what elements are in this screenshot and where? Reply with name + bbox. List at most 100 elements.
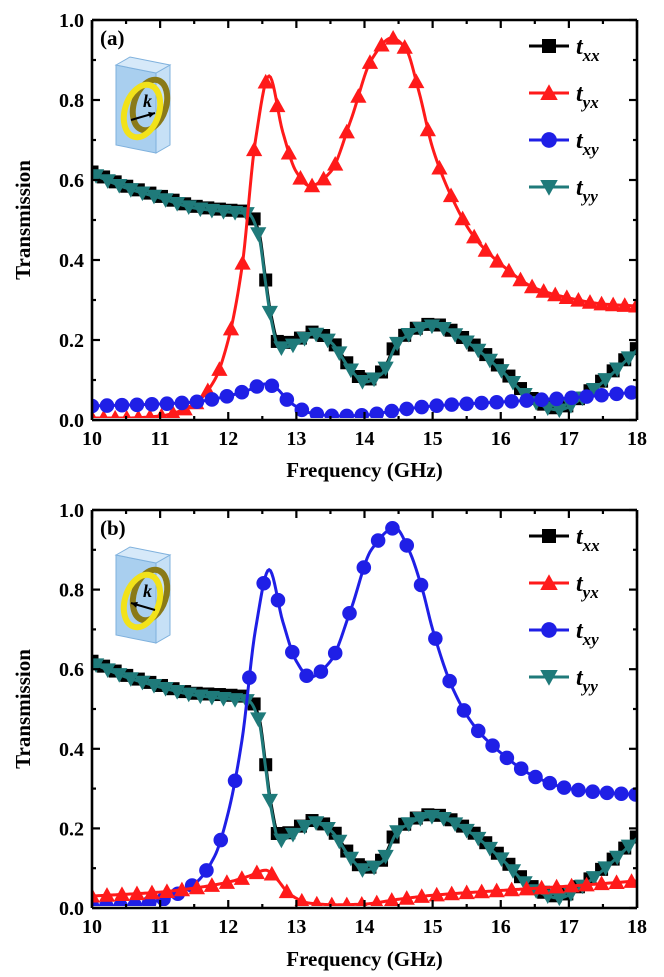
data-point-tyy xyxy=(551,403,568,418)
x-tick-label: 15 xyxy=(423,916,443,938)
data-point-tyx xyxy=(500,262,518,278)
x-tick-label: 16 xyxy=(491,428,511,450)
data-point-tyx xyxy=(133,409,144,418)
data-point-txy xyxy=(556,780,572,795)
data-point-tyx xyxy=(257,73,274,89)
panel-label: (b) xyxy=(100,516,126,540)
data-point-tyx xyxy=(384,30,402,45)
ring-resonator-icon: k xyxy=(114,546,172,644)
data-point-txy xyxy=(199,863,214,878)
data-point-tyx xyxy=(280,144,298,160)
data-point-tyy xyxy=(331,346,348,362)
data-point-tyy xyxy=(585,382,603,398)
data-point-txy xyxy=(624,385,637,400)
data-point-tyx xyxy=(373,36,390,52)
data-point-tyx xyxy=(489,252,506,268)
data-point-tyx xyxy=(326,896,338,906)
legend: txx tyx txy tyy xyxy=(529,524,600,696)
data-point-txy xyxy=(370,533,386,548)
data-point-tyx xyxy=(361,54,379,69)
data-point-txx xyxy=(629,342,637,356)
x-tick-label: 11 xyxy=(151,916,170,938)
x-tick-label: 17 xyxy=(559,916,579,938)
data-point-tyy xyxy=(192,202,209,218)
data-point-tyy xyxy=(389,825,406,840)
data-point-txy xyxy=(385,521,400,536)
data-point-txy xyxy=(342,605,357,621)
data-point-txy xyxy=(356,560,372,575)
data-point-tyx xyxy=(458,884,475,900)
data-point-tyx xyxy=(558,289,575,305)
data-point-tyy xyxy=(423,809,441,825)
data-point-tyx xyxy=(593,875,610,891)
data-point-tyy xyxy=(203,203,221,219)
legend: txx tyx txy tyy xyxy=(529,34,600,206)
data-point-txy xyxy=(144,397,160,412)
data-point-tyy xyxy=(354,375,371,390)
legend-label-tyx: tyx xyxy=(576,81,599,112)
data-point-tyx xyxy=(99,409,109,418)
data-point-txy xyxy=(339,408,355,418)
data-point-tyx xyxy=(533,879,550,895)
data-point-tyx xyxy=(442,187,460,203)
data-point-tyx xyxy=(581,294,599,309)
data-point-tyy xyxy=(458,823,475,839)
chart-panel-a: 10 11 12 13 14 15 16 17 18 0.0 0.2 0.4 0.6 0.8 1.0 Freq… xyxy=(11,10,647,482)
data-point-tyx xyxy=(165,405,181,418)
data-point-tyy xyxy=(597,861,614,876)
y-tick-label: 0.8 xyxy=(59,90,84,112)
x-tick-label: 16 xyxy=(491,916,511,938)
x-tick-label: 18 xyxy=(627,428,647,450)
data-point-txy xyxy=(549,391,564,407)
legend-marker-txx xyxy=(542,529,556,543)
data-point-tyx xyxy=(623,873,637,888)
data-point-txy xyxy=(456,703,472,718)
x-tick-label: 12 xyxy=(218,428,238,450)
data-point-tyy xyxy=(308,816,325,831)
data-point-tyy xyxy=(458,335,475,351)
data-point-txy xyxy=(313,664,329,679)
data-point-tyy xyxy=(203,690,221,706)
data-point-txx xyxy=(629,830,637,844)
x-tick-label: 10 xyxy=(82,916,102,938)
data-point-tyx xyxy=(570,291,587,307)
data-point-tyy xyxy=(377,849,394,865)
data-point-txy xyxy=(429,398,444,413)
data-point-tyx xyxy=(488,882,505,898)
data-point-tyx xyxy=(92,887,101,903)
data-point-tyy xyxy=(377,361,394,377)
data-point-txy xyxy=(609,386,624,402)
data-point-txy xyxy=(99,398,115,413)
legend-label-txy: txy xyxy=(576,128,599,159)
data-point-tyy xyxy=(273,341,290,357)
data-point-txy xyxy=(324,408,340,418)
data-point-tyx xyxy=(315,170,332,186)
data-point-tyx xyxy=(203,877,221,892)
data-point-tyx xyxy=(155,407,168,418)
data-point-tyx xyxy=(311,895,323,906)
legend-label-txy: txy xyxy=(576,618,599,649)
data-point-tyy xyxy=(180,200,197,216)
data-point-tyx xyxy=(327,156,344,171)
data-point-tyx xyxy=(547,286,564,302)
data-point-tyy xyxy=(342,363,359,379)
data-point-tyx xyxy=(608,874,625,890)
data-point-tyy xyxy=(446,328,464,343)
data-point-tyx xyxy=(188,879,206,895)
x-tick-label: 13 xyxy=(286,428,306,450)
data-point-tyx xyxy=(122,409,132,418)
data-point-tyy xyxy=(319,333,336,349)
y-tick-label: 0.6 xyxy=(59,170,84,192)
k-vector-label: k xyxy=(143,91,152,111)
data-point-tyx xyxy=(173,881,191,897)
data-point-txy xyxy=(327,645,343,661)
panel-label: (a) xyxy=(100,26,125,50)
data-point-tyx xyxy=(341,896,353,906)
data-point-txy xyxy=(442,673,457,689)
x-tick-label: 15 xyxy=(423,428,443,450)
data-point-tyx xyxy=(211,361,228,376)
data-point-tyy xyxy=(296,332,313,347)
data-point-tyx xyxy=(144,408,156,418)
ring-resonator-icon: k xyxy=(114,56,172,154)
data-point-txy xyxy=(219,389,235,404)
